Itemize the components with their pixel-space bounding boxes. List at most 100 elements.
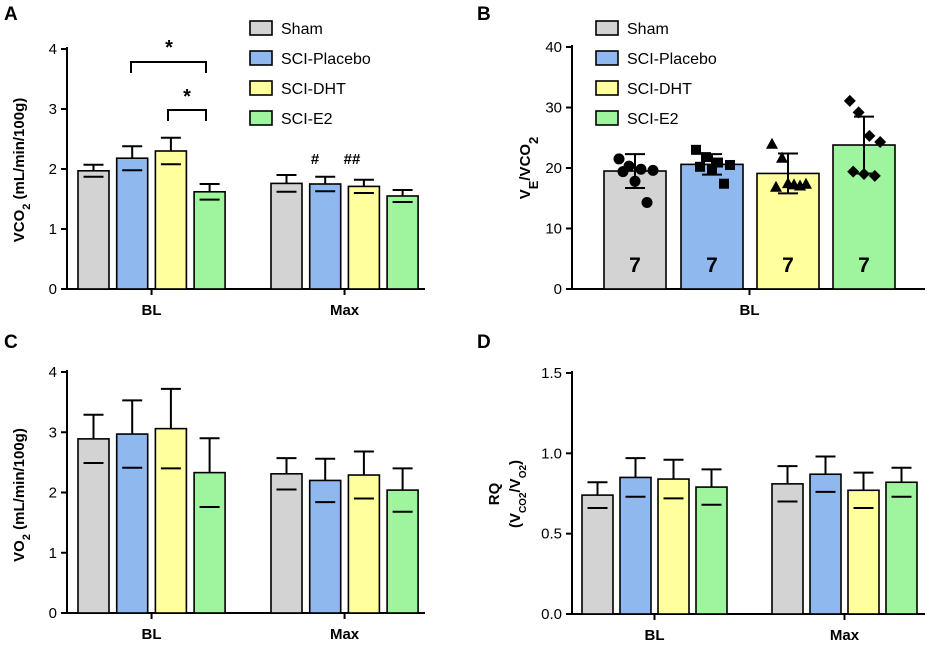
data-point-sci-dht	[766, 137, 778, 149]
bar-sci-placebo-bl	[115, 433, 149, 614]
legend-swatch-sci-e2	[249, 110, 273, 126]
y-tick-label: 0.0	[541, 606, 562, 623]
sample-size-sham: 7	[629, 254, 641, 277]
sample-size-sci-dht: 7	[782, 254, 794, 277]
bar-sham-bl	[77, 170, 110, 290]
x-category-label-max: Max	[330, 626, 360, 643]
panel-a-sig-bracket-1	[130, 61, 207, 73]
bar-sci-placebo-max	[809, 473, 842, 615]
y-tick-label: 3	[49, 424, 57, 441]
panel-a: A VCO2 (mL/min/100g) 0 1 2 3 4 BL Max * * # ##…	[4, 4, 425, 319]
bar-sci-e2-max	[386, 489, 419, 614]
panel-b-plot: 0 10 20 30 40 7 7 7 7 BL	[545, 39, 925, 319]
y-tick-label: 20	[545, 160, 562, 177]
x-category-label-max: Max	[830, 627, 860, 644]
legend-label-sham: Sham	[281, 21, 323, 38]
y-tick-label: 3	[49, 101, 57, 118]
panel-c-y-axis-label: VO2 (mL/min/100g)	[11, 428, 33, 562]
panel-a-plot: 0 1 2 3 4 BL Max	[49, 41, 425, 319]
y-tick-label: 2	[49, 485, 57, 502]
data-point-sham	[617, 166, 629, 178]
panel-a-sig-star-2: *	[183, 86, 191, 108]
data-point-sham	[635, 163, 647, 175]
panel-a-hash-placebo: #	[311, 151, 320, 168]
data-point-sci-dht	[770, 180, 782, 192]
legend-label-sham: Sham	[627, 21, 669, 38]
panel-a-y-axis-label: VCO2 (mL/min/100g)	[11, 98, 33, 243]
data-point-sci-e2	[843, 94, 856, 107]
data-point-sci-e2	[852, 106, 865, 119]
y-tick-label: 1.5	[541, 365, 562, 382]
panel-a-hash-dht: ##	[344, 151, 361, 168]
data-point-sci-dht	[794, 179, 806, 191]
y-tick-label: 30	[545, 100, 562, 117]
y-tick-label: 0	[49, 281, 57, 298]
data-point-sci-placebo	[725, 159, 735, 170]
data-point-sci-placebo	[691, 144, 701, 155]
data-point-sham	[647, 164, 659, 176]
bar-sci-e2-bl	[193, 191, 226, 290]
panel-a-letter: A	[4, 4, 18, 25]
data-point-sci-placebo	[719, 178, 729, 189]
data-point-sci-e2	[863, 129, 876, 142]
panel-a-sig-star-1: *	[165, 37, 173, 59]
x-category-label-bl: BL	[142, 626, 162, 643]
bar-sham-max	[270, 473, 303, 614]
panel-d-y-axis-label-bottom: (VCO2/VO2)	[507, 460, 529, 528]
bar-sci-e2-bl	[695, 486, 728, 615]
legend-swatch-sci-e2	[595, 110, 619, 126]
panel-a-legend: Sham SCI-Placebo SCI-DHT SCI-E2	[249, 20, 371, 128]
bar-sci-dht-max	[347, 185, 381, 290]
bar-sci-dht-max	[347, 474, 381, 614]
y-tick-label: 0.5	[541, 526, 562, 543]
bar-sci-e2-bl	[193, 471, 226, 614]
legend-swatch-sci-placebo	[249, 50, 273, 66]
sample-size-sci-e2: 7	[858, 254, 870, 277]
legend-swatch-sci-placebo	[595, 50, 619, 66]
panel-b-y-axis-label: VE/VCO2	[517, 137, 541, 200]
y-tick-label: 2	[49, 161, 57, 178]
sample-size-sci-placebo: 7	[706, 254, 718, 277]
panel-c-plot: 0 1 2 3 4 BL Max	[49, 364, 425, 643]
bar-sci-e2-max	[885, 481, 918, 615]
y-tick-label: 4	[49, 41, 57, 58]
bar-sci-dht-max	[847, 489, 880, 615]
x-category-label-bl: BL	[142, 302, 162, 319]
legend-label-sci-dht: SCI-DHT	[627, 81, 692, 98]
bar-sci-placebo-bl	[115, 157, 149, 290]
panel-a-sig-bracket-2	[167, 109, 207, 121]
data-point-sci-e2	[874, 135, 887, 148]
bar-sci-placebo-max	[308, 183, 342, 290]
y-tick-label: 10	[545, 221, 562, 238]
legend-label-sci-placebo: SCI-Placebo	[627, 51, 717, 68]
y-tick-label: 40	[545, 39, 562, 56]
y-tick-label: 1	[49, 545, 57, 562]
panel-b-legend: Sham SCI-Placebo SCI-DHT SCI-E2	[595, 20, 717, 128]
legend-swatch-sham	[249, 20, 273, 36]
data-point-sci-placebo	[701, 152, 711, 163]
legend-swatch-sci-dht	[595, 80, 619, 96]
panel-d-plot: 0.0 0.5 1.0 1.5 BL Max	[541, 365, 925, 644]
data-point-sci-e2	[847, 165, 860, 178]
panel-d-y-axis-label-top: RQ	[486, 482, 503, 505]
legend-label-sci-dht: SCI-DHT	[281, 81, 346, 98]
panel-d: D RQ (VCO2/VO2) 0.0 0.5 1.0 1.5 BL Max	[477, 332, 925, 644]
bar-sci-placebo-bl	[619, 476, 652, 615]
data-point-sham	[613, 153, 625, 165]
panel-b-letter: B	[477, 4, 491, 25]
legend-label-sci-placebo: SCI-Placebo	[281, 51, 371, 68]
x-category-label-max: Max	[330, 302, 360, 319]
bar-sham-max	[771, 483, 804, 615]
panel-c-letter: C	[4, 332, 18, 353]
bar-sci-e2-max	[386, 195, 419, 290]
bar-sham-bl	[581, 494, 614, 615]
data-point-sci-placebo	[695, 161, 705, 172]
legend-swatch-sham	[595, 20, 619, 36]
data-point-sci-placebo	[713, 157, 723, 168]
panel-b: B VE/VCO2 0 10 20 30 40 7 7 7 7 BL Sham SCI-Place…	[477, 4, 925, 319]
x-category-label-bl: BL	[645, 627, 665, 644]
legend-swatch-sci-dht	[249, 80, 273, 96]
data-point-sham	[641, 196, 653, 208]
bar-sham-bl	[603, 170, 667, 290]
